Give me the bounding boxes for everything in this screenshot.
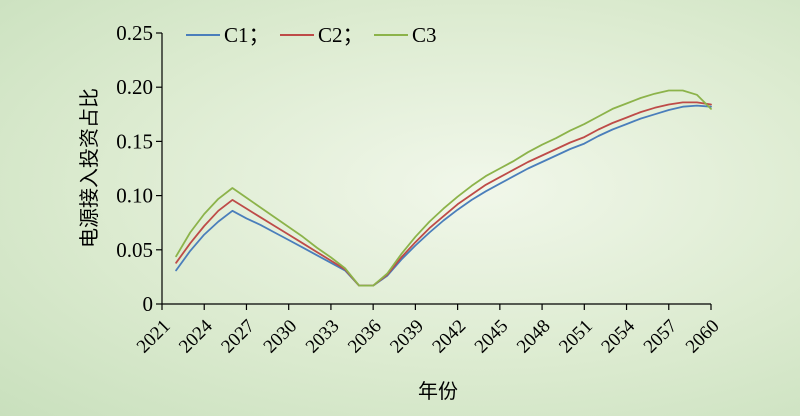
y-axis-title: 电源接入投资占比 xyxy=(77,88,101,248)
legend: C1； C2； C3 xyxy=(186,23,437,47)
x-tick-label: 2054 xyxy=(597,315,639,357)
series-line-3 xyxy=(175,89,712,287)
y-ticks: 0 0.05 0.10 0.15 0.20 0.25 xyxy=(116,21,162,316)
series-line-2 xyxy=(175,101,712,287)
x-tick-label: 2036 xyxy=(344,316,386,358)
x-tick-label: 2051 xyxy=(555,316,597,358)
x-tick-label: 2048 xyxy=(513,316,555,358)
x-tick-label: 2042 xyxy=(428,316,470,358)
x-tick-label: 2021 xyxy=(133,316,175,358)
legend-label: C3 xyxy=(412,23,437,47)
x-tick-label: 2045 xyxy=(471,316,513,358)
series-line-1 xyxy=(175,104,712,287)
y-tick-label: 0.05 xyxy=(116,238,153,262)
y-tick-label: 0.15 xyxy=(116,129,153,153)
x-tick-label: 2060 xyxy=(682,316,724,358)
x-tick-label: 2030 xyxy=(260,316,302,358)
legend-label: C2； xyxy=(318,23,364,47)
x-tick-label: 2033 xyxy=(302,316,344,358)
axis-layer xyxy=(161,33,711,305)
x-tick-label: 2027 xyxy=(217,316,259,358)
series-layer xyxy=(175,89,712,287)
y-tick-label: 0.25 xyxy=(116,21,153,45)
y-tick-label: 0.10 xyxy=(116,184,153,208)
legend-label: C1； xyxy=(224,23,270,47)
y-tick-label: 0 xyxy=(143,292,154,316)
x-tick-label: 2057 xyxy=(640,316,682,358)
x-axis-title: 年份 xyxy=(418,379,458,403)
x-tick-label: 2024 xyxy=(175,315,217,357)
y-tick-label: 0.20 xyxy=(116,75,153,99)
x-tick-label: 2039 xyxy=(386,316,428,358)
x-ticks: 2021 2024 2027 2030 2033 2036 2039 2042 2045 2048… xyxy=(133,304,724,357)
